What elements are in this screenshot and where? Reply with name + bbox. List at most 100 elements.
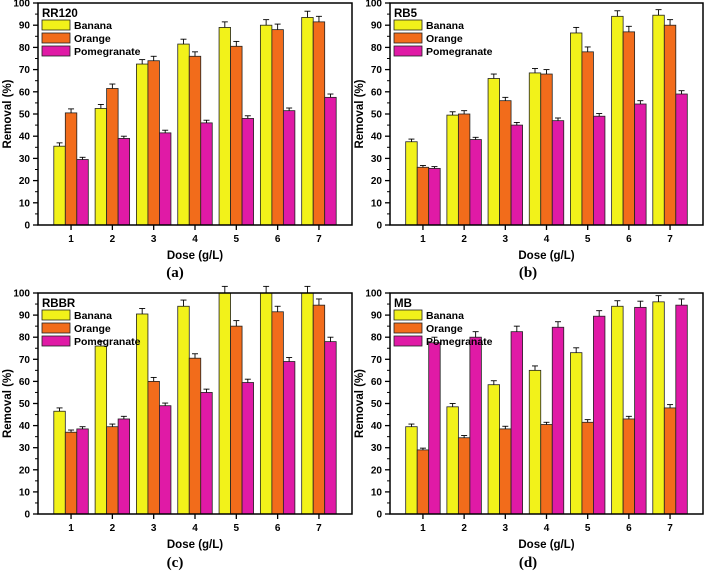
legend-label-banana: Banana — [426, 310, 464, 322]
bar-pomegranate-6 — [282, 110, 296, 226]
bar-pomegranate-3 — [510, 331, 523, 515]
bar-orange-3 — [499, 428, 512, 515]
y-tick-label: 60 — [19, 377, 31, 388]
legend-label-pomegranate: Pomegranate — [74, 46, 141, 58]
bar-orange-4 — [188, 55, 202, 226]
bar-banana-1 — [53, 145, 66, 226]
x-tick-label: 2 — [110, 234, 116, 245]
bar-orange-2 — [106, 426, 119, 515]
bar-pomegranate-4 — [551, 326, 565, 515]
x-axis-label: Dose (g/L) — [518, 539, 574, 551]
legend-swatch-orange — [41, 32, 71, 44]
x-tick-label: 5 — [234, 234, 240, 245]
bar-pomegranate-2 — [117, 418, 131, 515]
chart-title: RB5 — [394, 8, 418, 20]
legend-swatch-banana — [393, 309, 423, 321]
bar-pomegranate-7 — [324, 341, 337, 515]
y-tick-label: 0 — [24, 221, 30, 232]
y-tick-label: 10 — [371, 487, 383, 498]
bar-banana-6 — [611, 15, 624, 226]
y-tick-label: 80 — [371, 333, 383, 344]
bar-orange-3 — [147, 60, 160, 226]
x-tick-label: 3 — [503, 234, 509, 245]
bar-banana-7 — [652, 14, 665, 226]
y-tick-label: 90 — [371, 21, 383, 32]
bar-pomegranate-2 — [469, 336, 482, 515]
y-tick-label: 90 — [371, 311, 383, 322]
legend-label-banana: Banana — [74, 20, 112, 32]
legend-label-pomegranate: Pomegranate — [426, 46, 493, 58]
y-tick-label: 100 — [13, 0, 30, 10]
y-tick-label: 40 — [371, 421, 383, 432]
bar-banana-4 — [177, 305, 190, 515]
bar-banana-3 — [487, 384, 500, 515]
bar-orange-6 — [271, 311, 284, 515]
y-tick-label: 50 — [19, 399, 31, 410]
plot-frame — [389, 2, 704, 226]
bar-orange-1 — [64, 112, 78, 226]
y-tick-label: 80 — [371, 43, 383, 54]
y-axis-label: Removal (%) — [354, 369, 366, 438]
bar-pomegranate-4 — [200, 122, 213, 226]
x-axis-label: Dose (g/L) — [167, 250, 223, 262]
x-tick-label: 7 — [316, 523, 322, 534]
panel-letter: (d) — [519, 555, 537, 571]
y-tick-label: 100 — [13, 289, 30, 300]
bar-orange-5 — [581, 51, 594, 226]
bar-orange-2 — [106, 88, 119, 226]
bar-banana-2 — [446, 406, 459, 515]
x-tick-label: 5 — [585, 523, 591, 534]
bar-orange-7 — [663, 24, 677, 226]
panel-letter: (b) — [519, 265, 537, 281]
bar-banana-7 — [301, 17, 314, 226]
x-tick-label: 2 — [461, 234, 467, 245]
chart-title: MB — [394, 298, 412, 310]
x-tick-label: 2 — [110, 523, 116, 534]
y-tick-label: 90 — [19, 311, 31, 322]
x-tick-label: 7 — [316, 234, 322, 245]
y-tick-label: 0 — [24, 510, 30, 521]
bar-banana-4 — [528, 369, 542, 515]
x-tick-label: 7 — [667, 523, 673, 534]
x-axis-label: Dose (g/L) — [518, 250, 574, 262]
legend-swatch-pomegranate — [393, 45, 423, 57]
legend-swatch-orange — [393, 32, 423, 44]
x-tick-label: 1 — [420, 523, 426, 534]
bar-orange-5 — [230, 45, 243, 226]
bar-orange-6 — [271, 29, 284, 226]
bar-pomegranate-2 — [117, 138, 131, 226]
bar-banana-5 — [218, 292, 231, 515]
chart-title: RR120 — [42, 8, 78, 20]
bar-pomegranate-5 — [593, 315, 606, 515]
bar-orange-1 — [64, 431, 78, 515]
y-tick-label: 30 — [371, 154, 383, 165]
bar-orange-5 — [581, 421, 594, 515]
bar-orange-2 — [457, 113, 471, 226]
y-axis-label: Removal (%) — [2, 369, 14, 438]
bar-pomegranate-7 — [675, 304, 688, 515]
y-tick-label: 70 — [371, 65, 383, 76]
bar-pomegranate-3 — [159, 405, 172, 515]
bar-pomegranate-1 — [76, 159, 89, 226]
bar-orange-2 — [457, 437, 471, 515]
bar-banana-5 — [570, 32, 583, 226]
bar-banana-2 — [94, 108, 108, 226]
bar-banana-6 — [611, 305, 624, 515]
legend-label-orange: Orange — [74, 33, 111, 45]
legend-label-pomegranate: Pomegranate — [426, 336, 493, 348]
legend-swatch-banana — [41, 19, 71, 31]
y-tick-label: 10 — [19, 198, 31, 209]
legend-label-pomegranate: Pomegranate — [74, 336, 141, 348]
y-tick-label: 0 — [376, 510, 382, 521]
y-tick-label: 50 — [371, 110, 383, 121]
y-tick-label: 50 — [371, 399, 383, 410]
legend-swatch-pomegranate — [41, 335, 71, 347]
x-tick-label: 5 — [234, 523, 240, 534]
bar-banana-3 — [136, 63, 149, 226]
bar-banana-6 — [259, 292, 273, 515]
x-tick-label: 3 — [503, 523, 509, 534]
bar-orange-4 — [540, 73, 553, 226]
